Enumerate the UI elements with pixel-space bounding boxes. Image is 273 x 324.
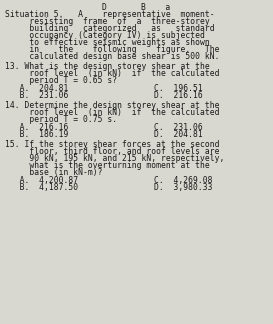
Text: occupancy (Category IV) is subjected: occupancy (Category IV) is subjected <box>5 31 205 40</box>
Text: D.  204.81: D. 204.81 <box>154 130 203 139</box>
Text: to effective seismic weights as shown: to effective seismic weights as shown <box>5 38 210 47</box>
Text: A.  4,200.87: A. 4,200.87 <box>5 176 78 185</box>
Text: B.  186.19: B. 186.19 <box>5 130 68 139</box>
Text: resisting  frame  of  a  three-storey: resisting frame of a three-storey <box>5 17 210 26</box>
Text: C.  231.06: C. 231.06 <box>154 123 203 132</box>
Text: base (in kN-m)?: base (in kN-m)? <box>5 168 102 178</box>
Text: 90 kN, 195 kN, and 215 kN, respectively,: 90 kN, 195 kN, and 215 kN, respectively, <box>5 154 224 163</box>
Text: period T = 0.65 s?: period T = 0.65 s? <box>5 76 117 86</box>
Text: A.  204.81: A. 204.81 <box>5 84 68 93</box>
Text: building   categorized   as   standard: building categorized as standard <box>5 24 215 33</box>
Text: D.  3,980.33: D. 3,980.33 <box>154 183 213 192</box>
Text: floor, third floor, and roof levels are: floor, third floor, and roof levels are <box>5 147 219 156</box>
Text: B.  4,187.50: B. 4,187.50 <box>5 183 78 192</box>
Text: D.  216.16: D. 216.16 <box>154 91 203 100</box>
Text: Situation 5.   A    representative  moment-: Situation 5. A representative moment- <box>5 10 215 19</box>
Text: what is the overturning moment at the: what is the overturning moment at the <box>5 161 210 170</box>
Text: A.  216.16: A. 216.16 <box>5 123 68 132</box>
Text: D       B    a: D B a <box>102 3 171 12</box>
Text: roof level  (in kN)  if  the calculated: roof level (in kN) if the calculated <box>5 108 219 117</box>
Text: in    the    following    figure.   The: in the following figure. The <box>5 45 219 54</box>
Text: period T = 0.75 s.: period T = 0.75 s. <box>5 115 117 124</box>
Text: 13. What is the design storey shear at the: 13. What is the design storey shear at t… <box>5 62 210 71</box>
Text: roof level  (in kN)  if  the calculated: roof level (in kN) if the calculated <box>5 69 219 78</box>
Text: B.  231.06: B. 231.06 <box>5 91 68 100</box>
Text: C.  4,269.08: C. 4,269.08 <box>154 176 213 185</box>
Text: 15. If the storey shear forces at the second: 15. If the storey shear forces at the se… <box>5 140 219 149</box>
Text: C.  196.51: C. 196.51 <box>154 84 203 93</box>
Text: 14. Determine the design storey shear at the: 14. Determine the design storey shear at… <box>5 101 219 110</box>
Text: calculated design base shear is 500 kN.: calculated design base shear is 500 kN. <box>5 52 219 62</box>
